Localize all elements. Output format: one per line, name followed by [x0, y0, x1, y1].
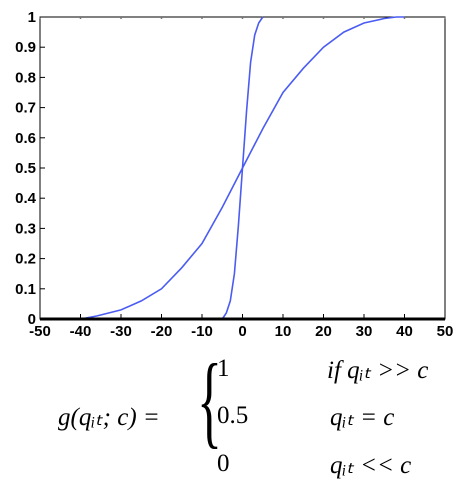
y-tick-label: 0.7	[15, 100, 36, 117]
formula-brace: {	[197, 343, 222, 458]
x-tick-label: 30	[356, 323, 373, 340]
y-tick-label: 1	[28, 9, 36, 26]
y-tick-label: 0.9	[15, 39, 36, 56]
sigmoid-chart: 00.10.20.30.40.50.60.70.80.91 -50 -40 -30-…	[15, 9, 453, 340]
x-tick-label: -40	[70, 323, 92, 340]
x-tick-label: -50	[29, 323, 51, 340]
y-tick-label: 0.6	[15, 130, 36, 147]
x-tick-label: -20	[151, 323, 173, 340]
series-line-2	[221, 16, 264, 320]
x-tick-label: -30	[110, 323, 132, 340]
x-axis-ticks: -50 -40 -30 -20 -10 0 10 20 30 40 50	[29, 314, 453, 340]
series-line-1	[40, 16, 405, 320]
x-tick-label: 10	[275, 323, 292, 340]
y-axis-ticks: 0 0.1 0.2 0.3 0.4 0.5 0.6 0.7 0.8 0.9 1	[15, 9, 45, 328]
formula-case-value: 1	[217, 355, 230, 382]
piecewise-formula: g(qᵢₜ; c) = { 1 if qᵢₜ >> c 0.5 qᵢₜ = c …	[0, 345, 474, 484]
x-tick-label: 40	[396, 323, 413, 340]
x-tick-label: -10	[191, 323, 213, 340]
y-tick-label: 0.2	[15, 251, 36, 268]
y-tick-label: 0.4	[15, 190, 37, 207]
y-tick-label: 0.1	[15, 281, 36, 298]
top-frame-dots	[39, 17, 446, 19]
formula-case-value: 0.5	[217, 402, 249, 429]
formula-case-condition: qᵢₜ = c	[330, 404, 395, 431]
y-tick-label: 0.3	[15, 220, 36, 237]
y-tick-label: 0.8	[15, 69, 36, 86]
formula-case-value: 0	[217, 450, 230, 477]
y-tick-label: 0	[28, 311, 36, 328]
series-layer	[40, 16, 405, 320]
y-tick-label: 0.5	[15, 160, 36, 177]
x-tick-label: 50	[437, 323, 454, 340]
formula-case-condition: if qᵢₜ >> c	[327, 357, 429, 384]
x-tick-label: 0	[238, 323, 246, 340]
x-tick-label: 20	[315, 323, 332, 340]
formula-lhs: g(qᵢₜ; c) =	[58, 404, 160, 431]
formula-case-condition: qᵢₜ << c	[330, 452, 412, 479]
